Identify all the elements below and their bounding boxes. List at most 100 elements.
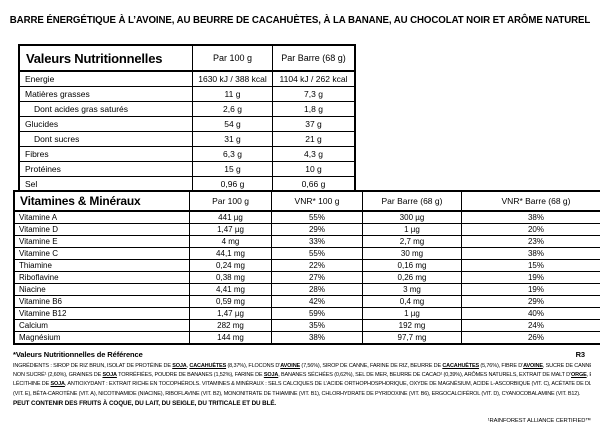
table-cell: 0,26 mg — [362, 271, 462, 284]
ingredient-text: (7,56%), SIROP DE CANNE, FARINE DE RIZ, … — [300, 363, 443, 369]
reference-code: R3 — [575, 350, 585, 359]
table-cell: Glucides — [18, 116, 193, 132]
table-cell: Vitamine B6 — [13, 295, 190, 308]
certification-note: ¹RAINFOREST ALLIANCE CERTIFIED™ — [487, 418, 591, 424]
table-header-row: Valeurs Nutritionnelles Par 100 g Par Ba… — [18, 44, 356, 72]
allergen-ingredient: SOJA — [50, 381, 65, 388]
table-cell: 54 g — [192, 116, 273, 132]
table-cell: 24% — [461, 319, 600, 332]
table-cell: 4,41 mg — [189, 283, 272, 296]
ingredient-text: TORRÉFIÉES, POUDRE DE BANANES (1,52%), F… — [116, 372, 264, 379]
ingredient-text: , SUCRE DE CANNE, CHOCOLAT — [542, 363, 591, 369]
table-cell: 29% — [271, 223, 363, 236]
table-cell: 27% — [271, 271, 363, 284]
allergen-ingredient: CACAHUÈTES — [442, 363, 480, 369]
table-cell: 37 g — [272, 116, 356, 132]
ingredient-text: NON SUCRÉ¹ (2,60%), GRAINES DE — [13, 372, 103, 379]
table-cell: 1 µg — [362, 223, 462, 236]
allergen-ingredient: CACAHUÈTES — [189, 363, 227, 369]
table-cell: 300 µg — [362, 210, 462, 224]
table-row: Dont acides gras saturés 2,6 g 1,8 g — [18, 101, 356, 117]
table-cell: 59% — [271, 307, 363, 320]
table-cell: Vitamine E — [13, 235, 190, 248]
table-row: Glucides 54 g 37 g — [18, 116, 356, 132]
table-cell: 22% — [271, 259, 363, 272]
table-cell: 0,16 mg — [362, 259, 462, 272]
table-cell: 1,8 g — [272, 101, 356, 117]
table-cell: Riboflavine — [13, 271, 190, 284]
vitamins-table-title: Vitamines & Minéraux — [13, 190, 190, 212]
vitamins-table-body: Vitamine A 441 µg 55% 300 µg 38% Vitamine D 1,… — [13, 210, 600, 345]
table-cell: 20% — [461, 223, 600, 236]
table-cell: 441 µg — [189, 210, 272, 224]
table-row: Fibres 6,3 g 4,3 g — [18, 146, 356, 162]
table-cell: Niacine — [13, 283, 190, 296]
column-header-per-100g: Par 100 g — [189, 190, 272, 212]
table-cell: 1,47 µg — [189, 307, 272, 320]
table-cell: 4,3 g — [272, 146, 356, 162]
table-cell: 15 g — [192, 161, 273, 177]
table-cell: 1 µg — [362, 307, 462, 320]
column-header-per-100g: Par 100 g — [192, 44, 273, 72]
table-cell: 1630 kJ / 388 kcal — [192, 70, 273, 87]
allergen-ingredient: AVOINE — [280, 363, 301, 369]
ingredient-text: , ÉMULSIFIANT : — [586, 372, 591, 379]
vitamins-table: Vitamines & Minéraux Par 100 g VNR* 100 … — [13, 190, 600, 345]
ingredients-line: (VIT. E), BÊTA-CAROTÈNE (VIT. A), NICOTI… — [13, 390, 591, 399]
table-row: Magnésium 144 mg 38% 97,7 mg 26% — [13, 331, 600, 345]
table-cell: Vitamine B12 — [13, 307, 190, 320]
ingredients-line: LÉCITHINE DE SOJA, ANTIOXYDANT : EXTRAIT… — [13, 380, 591, 389]
allergen-ingredient: ORGE — [571, 372, 587, 379]
table-cell: 38% — [271, 331, 363, 345]
table-cell: 15% — [461, 259, 600, 272]
table-row: Protéines 15 g 10 g — [18, 161, 356, 177]
allergen-ingredient: AVOINE — [523, 363, 543, 369]
column-header-vnr-bar: VNR* Barre (68 g) — [461, 190, 600, 212]
table-cell: 44,1 mg — [189, 247, 272, 260]
ingredients-line: INGRÉDIENTS : SIROP DE RIZ BRUN, ISOLAT … — [13, 362, 591, 371]
table-cell: 0,24 mg — [189, 259, 272, 272]
ingredients-text: INGRÉDIENTS : SIROP DE RIZ BRUN, ISOLAT … — [13, 362, 591, 399]
ingredient-text: (8,37%), FLOCONS D’ — [226, 363, 281, 369]
table-cell: Dont sucres — [18, 131, 193, 147]
table-cell: 19% — [461, 271, 600, 284]
table-cell: Energie — [18, 70, 193, 87]
table-cell: 26% — [461, 331, 600, 345]
table-cell: 55% — [271, 210, 363, 224]
table-cell: 35% — [271, 319, 363, 332]
table-cell: Vitamine A — [13, 210, 190, 224]
ingredient-text: , ANTIOXYDANT : EXTRAIT RICHE EN TOCOPHÉ… — [64, 381, 591, 388]
table-cell: 42% — [271, 295, 363, 308]
ingredient-text: (5,76%), FIBRE D’ — [479, 363, 524, 369]
table-cell: 19% — [461, 283, 600, 296]
table-cell: 7,3 g — [272, 86, 356, 102]
table-row: Matières grasses 11 g 7,3 g — [18, 86, 356, 102]
table-cell: Fibres — [18, 146, 193, 162]
table-cell: 2,6 g — [192, 101, 273, 117]
table-cell: 4 mg — [189, 235, 272, 248]
table-cell: 23% — [461, 235, 600, 248]
nutrition-table: Valeurs Nutritionnelles Par 100 g Par Ba… — [18, 44, 356, 193]
table-row: Sel 0,96 g 0,66 g — [18, 176, 356, 193]
table-cell: Vitamine D — [13, 223, 190, 236]
table-cell: 29% — [461, 295, 600, 308]
footnote-row: *Valeurs Nutritionnelles de Référence R3 — [13, 350, 585, 359]
product-title: BARRE ÉNERGÉTIQUE À L’AVOINE, AU BEURRE … — [9, 15, 591, 26]
column-header-vnr-100g: VNR* 100 g — [271, 190, 363, 212]
table-cell: Calcium — [13, 319, 190, 332]
ingredient-text: INGRÉDIENTS : SIROP DE RIZ BRUN, ISOLAT … — [13, 363, 173, 369]
table-cell: 1,47 µg — [189, 223, 272, 236]
table-row: Vitamine B6 0,59 mg 42% 0,4 mg 29% — [13, 295, 600, 308]
table-cell: 0,38 mg — [189, 271, 272, 284]
table-cell: 31 g — [192, 131, 273, 147]
table-cell: 192 mg — [362, 319, 462, 332]
table-row: Thiamine 0,24 mg 22% 0,16 mg 15% — [13, 259, 600, 272]
table-cell: 3 mg — [362, 283, 462, 296]
column-header-per-bar: Par Barre (68 g) — [362, 190, 462, 212]
table-cell: 0,4 mg — [362, 295, 462, 308]
table-cell: 30 mg — [362, 247, 462, 260]
table-row: Vitamine D 1,47 µg 29% 1 µg 20% — [13, 223, 600, 236]
table-cell: Thiamine — [13, 259, 190, 272]
table-row: Vitamine B12 1,47 µg 59% 1 µg 40% — [13, 307, 600, 320]
